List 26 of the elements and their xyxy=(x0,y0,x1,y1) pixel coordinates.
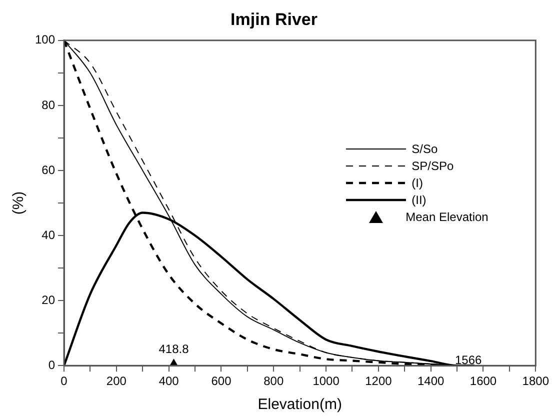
legend-label: Mean Elevation xyxy=(406,210,488,224)
x-tick-label: 1200 xyxy=(365,374,392,388)
x-axis-title: Elevation(m) xyxy=(258,396,342,414)
legend-label: S/So xyxy=(412,142,438,156)
y-tick-label: 60 xyxy=(42,162,56,177)
x-tick-label: 0 xyxy=(60,374,68,388)
chart-title: Imjin River xyxy=(230,10,318,29)
y-tick-label: 20 xyxy=(42,292,56,307)
x-tick-label: 600 xyxy=(211,374,232,388)
y-tick-label: 40 xyxy=(42,228,56,242)
x-tick-label: 1800 xyxy=(522,374,550,388)
legend-label: SP/SPo xyxy=(412,159,454,173)
x-tick-label: 1600 xyxy=(470,374,497,388)
legend-label: (I) xyxy=(412,176,423,190)
x-tick-label: 800 xyxy=(264,374,284,388)
annotation: 1566 xyxy=(454,352,482,367)
legend-label: (II) xyxy=(412,193,426,207)
x-tick-label: 400 xyxy=(158,374,180,388)
x-tick-label: 1000 xyxy=(312,374,340,388)
y-axis-title: (%) xyxy=(10,191,28,215)
x-tick-label: 1400 xyxy=(417,374,445,388)
annotation: 418.8 xyxy=(158,342,190,356)
x-tick-label: 200 xyxy=(106,374,127,388)
y-tick-label: 100 xyxy=(34,32,56,47)
y-tick-label: 80 xyxy=(42,98,56,112)
y-tick-label: 0 xyxy=(48,358,56,372)
